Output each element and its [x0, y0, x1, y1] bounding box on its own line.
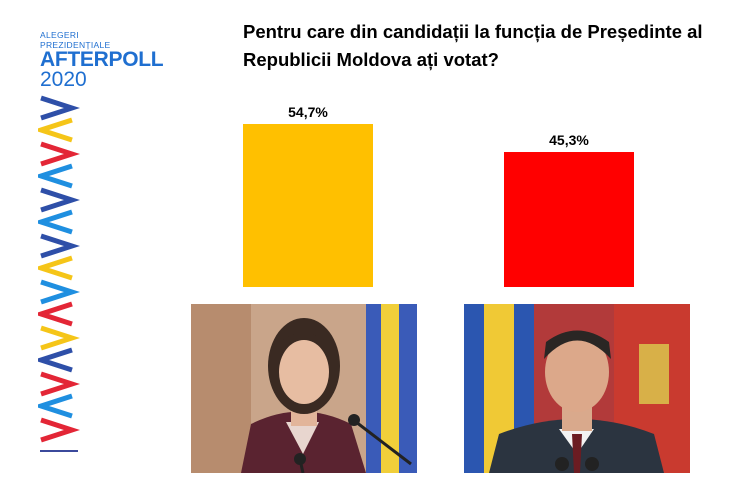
bar-2 [504, 152, 634, 287]
candidate-photo-right [464, 304, 690, 473]
chart-title: Pentru care din candidații la funcția de… [243, 21, 703, 70]
afterpoll-logo: ALEGERI PREZIDENȚIALE AFTERPOLL 2020 [40, 30, 164, 91]
decorative-chevron-stripe [38, 95, 80, 443]
bar-1 [243, 124, 373, 287]
brand-name: AFTERPOLL [40, 48, 164, 71]
data-label-2: 45,3% [549, 132, 589, 148]
brand-underline [40, 450, 78, 452]
brand-line-prezidentiale: PREZIDENȚIALE [40, 40, 111, 50]
candidate-photo-left [191, 304, 417, 473]
brand-line-alegeri: ALEGERI [40, 30, 79, 40]
data-label-1: 54,7% [288, 104, 328, 120]
brand-year: 2020 [40, 68, 87, 91]
